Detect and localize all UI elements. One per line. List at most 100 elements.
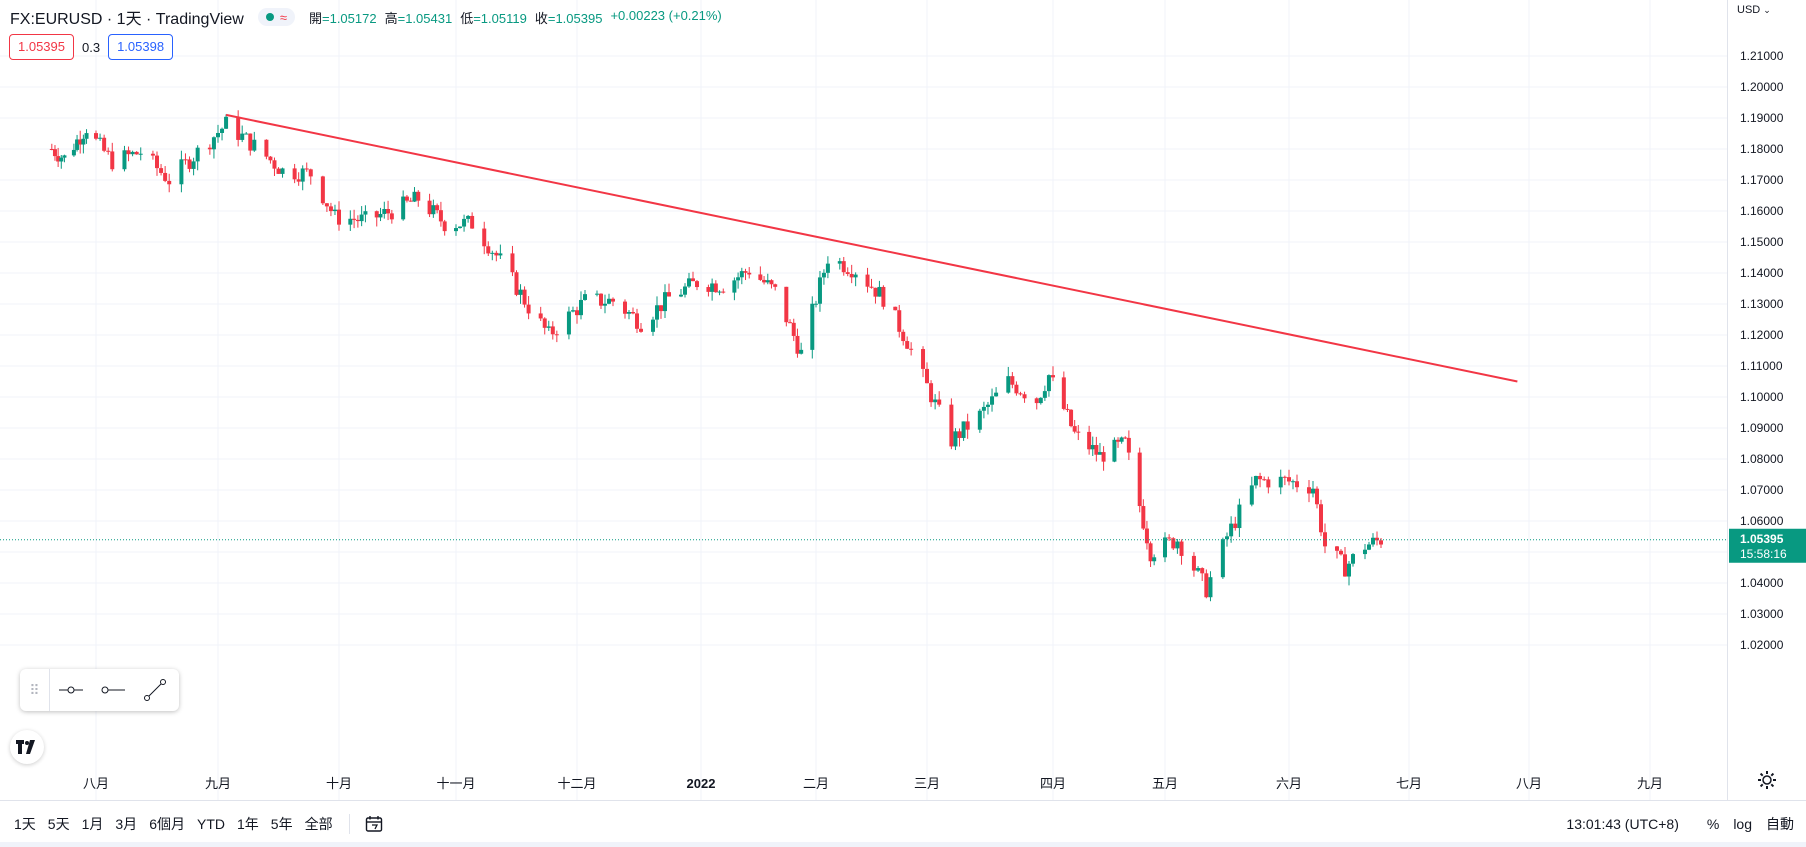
candle-body[interactable] <box>332 209 337 212</box>
candle-body[interactable] <box>635 313 639 329</box>
candle-body[interactable] <box>721 291 726 293</box>
auto-scale-toggle[interactable]: 自動 <box>1766 816 1794 832</box>
sell-button[interactable]: 1.05395 <box>9 34 74 60</box>
candle-body[interactable] <box>603 303 607 306</box>
candle-body[interactable] <box>575 310 579 316</box>
candle-body[interactable] <box>683 286 687 295</box>
candle-body[interactable] <box>758 274 763 280</box>
candle-body[interactable] <box>1072 426 1077 432</box>
candle-body[interactable] <box>1010 376 1015 385</box>
candle-body[interactable] <box>1237 504 1242 529</box>
candle-body[interactable] <box>845 272 850 274</box>
candle-body[interactable] <box>853 274 858 278</box>
candle-body[interactable] <box>1061 377 1066 409</box>
candle-body[interactable] <box>1137 452 1142 507</box>
candle-body[interactable] <box>909 348 914 350</box>
candle-body[interactable] <box>869 286 874 288</box>
candle-body[interactable] <box>717 291 722 293</box>
candle-body[interactable] <box>1116 439 1121 442</box>
candle-body[interactable] <box>514 272 519 295</box>
candle-body[interactable] <box>1196 568 1201 571</box>
candle-body[interactable] <box>320 176 325 204</box>
candle-body[interactable] <box>56 156 61 162</box>
candle-body[interactable] <box>732 280 737 293</box>
candle-body[interactable] <box>611 298 615 302</box>
candle-body[interactable] <box>1090 445 1095 450</box>
candle-body[interactable] <box>538 313 543 319</box>
candle-body[interactable] <box>953 431 958 447</box>
candle-body[interactable] <box>224 116 229 129</box>
candle-body[interactable] <box>773 284 778 287</box>
candle-body[interactable] <box>937 399 942 405</box>
candle-body[interactable] <box>401 196 406 220</box>
candle-body[interactable] <box>990 396 995 405</box>
candle-body[interactable] <box>412 191 417 202</box>
candle-body[interactable] <box>163 172 168 181</box>
range-button[interactable]: 1天 <box>14 816 36 832</box>
candle-body[interactable] <box>985 404 990 407</box>
tradingview-logo-icon[interactable] <box>10 730 44 764</box>
candle-body[interactable] <box>623 301 627 314</box>
candle-body[interactable] <box>925 368 929 384</box>
candle-body[interactable] <box>272 160 277 169</box>
candle-body[interactable] <box>583 294 587 300</box>
candle-body[interactable] <box>328 206 333 212</box>
candle-body[interactable] <box>713 283 718 293</box>
candle-body[interactable] <box>546 326 551 328</box>
candle-body[interactable] <box>1323 532 1327 547</box>
candle-body[interactable] <box>679 294 683 297</box>
candle-body[interactable] <box>691 278 695 282</box>
candle-body[interactable] <box>62 155 67 158</box>
candle-body[interactable] <box>211 137 216 150</box>
trendline-style-point-icon[interactable] <box>50 669 92 711</box>
candle-body[interactable] <box>961 421 966 438</box>
chart-settings-gear-icon[interactable] <box>1756 769 1778 791</box>
candle-body[interactable] <box>1179 541 1184 556</box>
candle-body[interactable] <box>595 293 599 295</box>
candle-body[interactable] <box>607 298 611 304</box>
candle-body[interactable] <box>408 200 413 202</box>
candle-body[interactable] <box>1367 544 1371 550</box>
candle-body[interactable] <box>122 150 127 170</box>
candle-body[interactable] <box>1126 437 1131 453</box>
candle-body[interactable] <box>71 149 76 156</box>
candle-body[interactable] <box>865 274 870 287</box>
candle-body[interactable] <box>1208 577 1213 598</box>
timezone-clock[interactable]: 13:01:43 (UTC+8) <box>1566 816 1679 832</box>
candle-body[interactable] <box>490 252 495 254</box>
candle-body[interactable] <box>1258 475 1263 480</box>
candle-body[interactable] <box>1287 477 1291 482</box>
candle-body[interactable] <box>627 312 631 314</box>
candle-body[interactable] <box>1233 523 1238 529</box>
candle-body[interactable] <box>187 159 192 169</box>
candle-body[interactable] <box>791 322 796 336</box>
candle-body[interactable] <box>363 211 368 215</box>
candle-body[interactable] <box>522 289 527 305</box>
candle-body[interactable] <box>1249 485 1254 505</box>
candle-body[interactable] <box>458 226 463 229</box>
candle-body[interactable] <box>695 281 699 288</box>
candle-body[interactable] <box>1363 549 1367 555</box>
candle-body[interactable] <box>566 311 571 335</box>
candle-body[interactable] <box>1141 506 1146 529</box>
candle-body[interactable] <box>438 210 443 222</box>
candle-body[interactable] <box>965 421 970 430</box>
candle-body[interactable] <box>1046 375 1051 392</box>
candle-body[interactable] <box>1266 479 1271 488</box>
go-to-date-calendar-icon[interactable] <box>360 810 388 838</box>
candle-body[interactable] <box>651 319 655 332</box>
candle-body[interactable] <box>1379 540 1383 545</box>
price-axis[interactable]: 1.020001.030001.040001.050001.060001.070… <box>1727 0 1806 800</box>
candle-body[interactable] <box>1034 398 1039 404</box>
candle-body[interactable] <box>134 151 139 155</box>
candle-body[interactable] <box>977 410 982 430</box>
candle-body[interactable] <box>1006 376 1011 393</box>
candle-body[interactable] <box>1319 504 1323 533</box>
candle-body[interactable] <box>542 318 547 328</box>
candle-body[interactable] <box>308 169 313 177</box>
candle-body[interactable] <box>482 228 487 247</box>
candle-body[interactable] <box>518 289 523 295</box>
candle-body[interactable] <box>550 326 555 335</box>
candle-body[interactable] <box>378 213 383 218</box>
candle-body[interactable] <box>795 335 800 354</box>
